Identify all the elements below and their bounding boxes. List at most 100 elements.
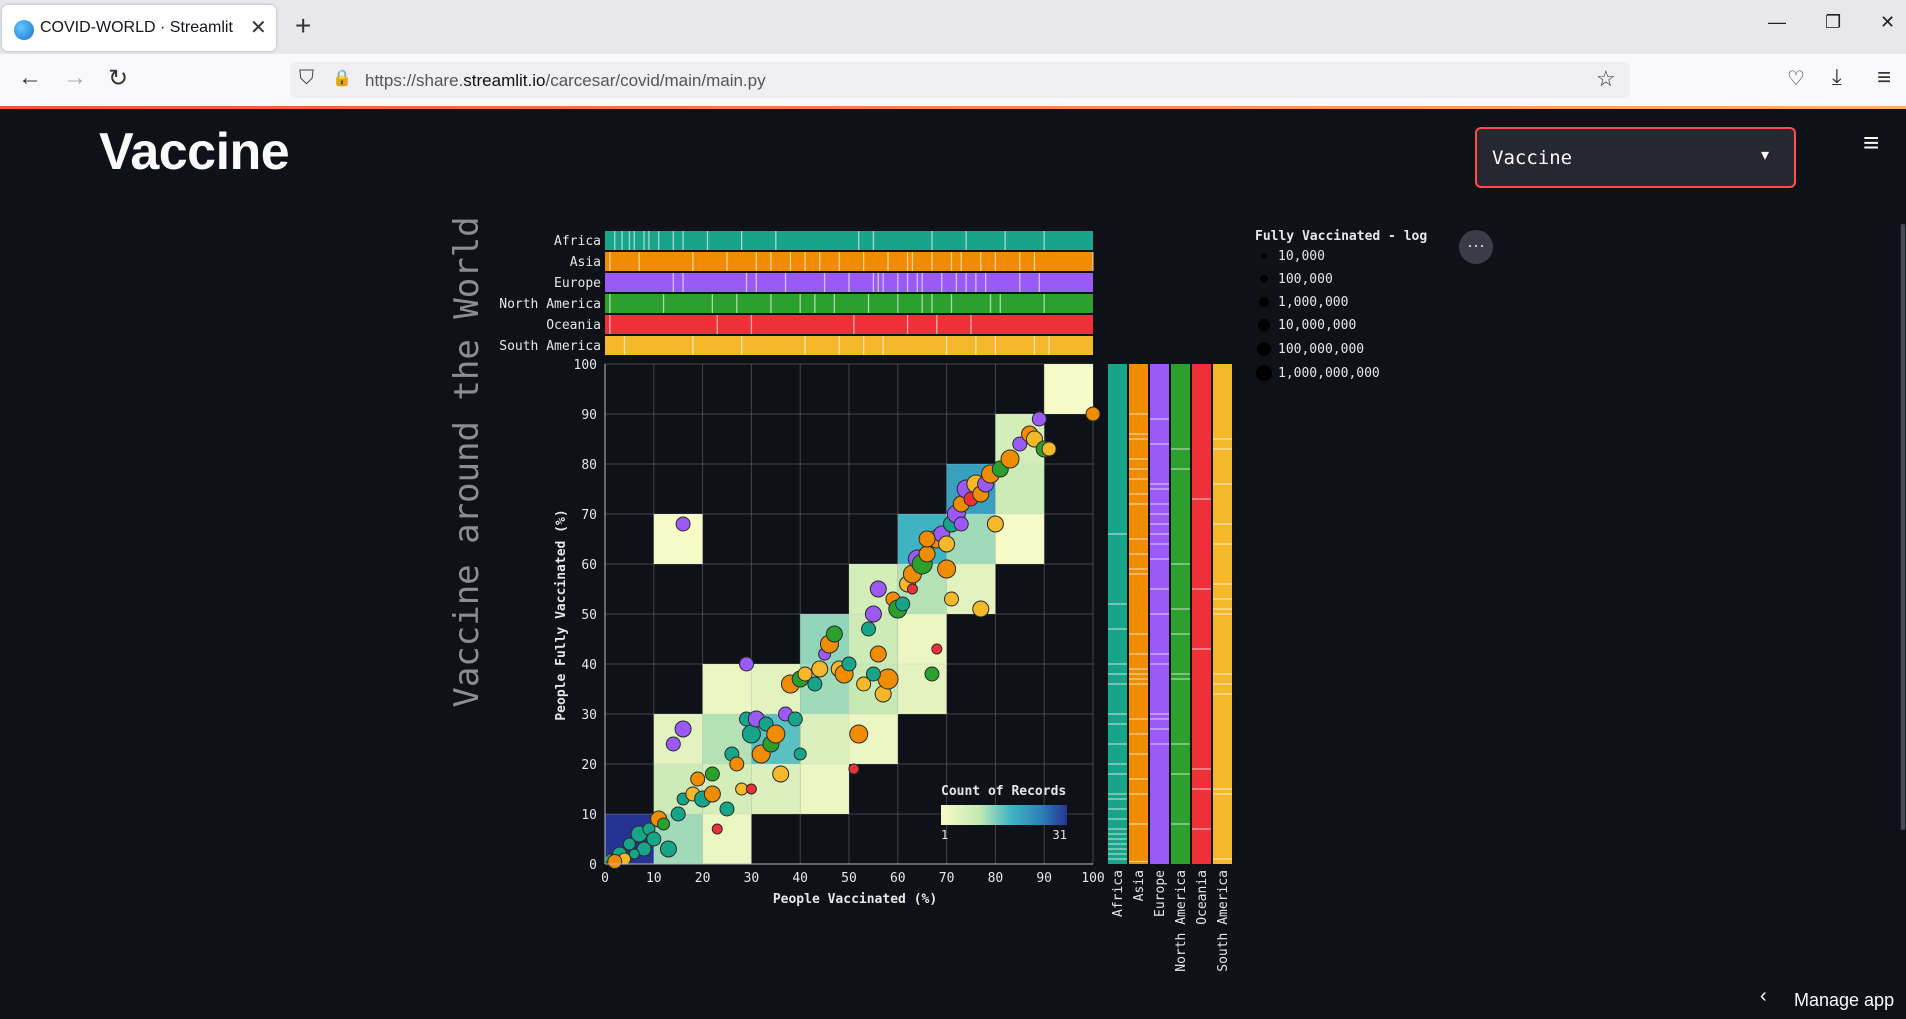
data-point [780, 674, 800, 694]
bookmark-star-icon[interactable]: ☆ [1596, 66, 1616, 91]
data-point [918, 545, 936, 563]
data-point [865, 666, 881, 682]
x-tick-label: 70 [939, 871, 955, 886]
size-legend-title: Fully Vaccinated - log [1255, 229, 1427, 244]
data-point [981, 464, 1001, 484]
x-tick-label: 10 [646, 871, 662, 886]
data-point [741, 724, 761, 744]
heatmap-cell [702, 714, 752, 764]
lock-icon[interactable]: 🔒 [332, 70, 352, 87]
x-axis-label: People Vaccinated (%) [773, 892, 937, 907]
data-point [972, 485, 990, 503]
browser-tab[interactable]: COVID-WORLD · Streamlit ✕ [2, 5, 276, 51]
back-icon[interactable]: ← [18, 64, 42, 91]
data-point [861, 621, 877, 637]
size-legend-symbol [1261, 253, 1267, 259]
reload-icon[interactable]: ↻ [108, 65, 129, 92]
data-point [659, 840, 677, 858]
data-point [938, 535, 956, 553]
top-strip-label: North America [499, 297, 601, 312]
tab-close-icon[interactable]: ✕ [250, 17, 267, 39]
x-tick-label: 80 [988, 871, 1004, 886]
color-legend-title: Count of Records [941, 784, 1066, 799]
data-point [1025, 430, 1043, 448]
data-point [607, 854, 623, 869]
data-point [972, 600, 990, 618]
download-icon[interactable]: ⤓ [1832, 64, 1842, 89]
data-point [825, 625, 843, 643]
data-point [841, 656, 857, 672]
data-point [848, 763, 860, 775]
y-tick-label: 20 [581, 758, 597, 773]
data-point [869, 645, 887, 663]
data-point [797, 666, 813, 682]
window-close-icon[interactable]: ✕ [1880, 12, 1896, 32]
data-point [830, 660, 848, 678]
data-point [931, 643, 943, 655]
browser-nav-bar: ← → ↻ ⛉ 🔒 https://share.streamlit.io/car… [0, 54, 1906, 106]
shield-icon[interactable]: ⛉ [299, 67, 314, 89]
data-point [956, 479, 976, 499]
data-point [646, 831, 662, 847]
top-strip-bar [605, 315, 1093, 334]
heatmap-layer [605, 364, 1093, 864]
y-tick-label: 90 [581, 408, 597, 423]
data-point [630, 825, 648, 843]
scrollbar-thumb[interactable] [1901, 224, 1905, 830]
data-point [724, 746, 740, 762]
data-point [811, 660, 829, 678]
data-point [869, 580, 887, 598]
data-point [766, 724, 786, 744]
data-point [676, 792, 690, 806]
data-point [888, 599, 908, 619]
forward-icon[interactable]: → [63, 64, 87, 91]
size-legend-symbol [1257, 342, 1271, 356]
data-point [1035, 440, 1053, 458]
top-strip-label: Africa [554, 234, 601, 249]
heatmap-cell [702, 764, 752, 814]
size-legend: Fully Vaccinated - log 10,000 100,000 1,00… [1255, 229, 1427, 381]
right-strip-label: Africa [1111, 870, 1126, 917]
heatmap-cell [702, 664, 752, 714]
points-layer [604, 406, 1101, 869]
data-point [745, 783, 757, 795]
top-strip-bar [605, 294, 1093, 313]
app-menu-icon[interactable]: ≡ [1863, 127, 1880, 158]
color-legend-max: 31 [1053, 828, 1067, 842]
data-point [952, 495, 970, 513]
manage-app-button[interactable]: ‹ Manage app [1750, 985, 1900, 1015]
pocket-icon[interactable]: ♡ [1787, 68, 1805, 90]
data-point [807, 676, 823, 692]
data-point [927, 529, 947, 549]
data-point [864, 605, 882, 623]
minimize-icon[interactable]: — [1768, 12, 1786, 32]
chart-actions-button[interactable]: ··· [1459, 230, 1493, 264]
url-text: https://share.streamlit.io/carcesar/covi… [365, 71, 766, 91]
address-bar[interactable]: ⛉ 🔒 https://share.streamlit.io/carcesar/… [290, 62, 1630, 98]
data-point [772, 765, 790, 783]
color-legend: Count of Records 1 31 [941, 784, 1067, 842]
y-tick-label: 100 [574, 358, 597, 373]
browser-menu-icon[interactable]: ≡ [1877, 64, 1892, 91]
restore-icon[interactable]: ❐ [1825, 12, 1842, 32]
page-select[interactable]: Vaccine ▾ [1475, 127, 1796, 188]
x-tick-label: 100 [1081, 871, 1104, 886]
y-tick-label: 0 [589, 858, 597, 873]
data-point [618, 852, 632, 866]
x-tick-label: 60 [890, 871, 906, 886]
new-tab-button[interactable]: + [295, 10, 312, 41]
heatmap-cell [800, 614, 849, 664]
size-legend-symbol [1258, 319, 1270, 331]
size-legend-label: 1,000,000,000 [1278, 366, 1380, 381]
data-point [674, 720, 692, 738]
data-point [793, 747, 807, 761]
data-point [834, 664, 854, 684]
top-strip-bar [605, 273, 1093, 292]
data-point [739, 711, 755, 727]
heatmap-cell [897, 564, 947, 614]
data-point [1031, 411, 1047, 427]
page-title: Vaccine [99, 123, 290, 181]
top-strip-label: Asia [570, 255, 601, 270]
heatmap-cell [653, 764, 703, 814]
page-select-value: Vaccine [1492, 147, 1573, 169]
